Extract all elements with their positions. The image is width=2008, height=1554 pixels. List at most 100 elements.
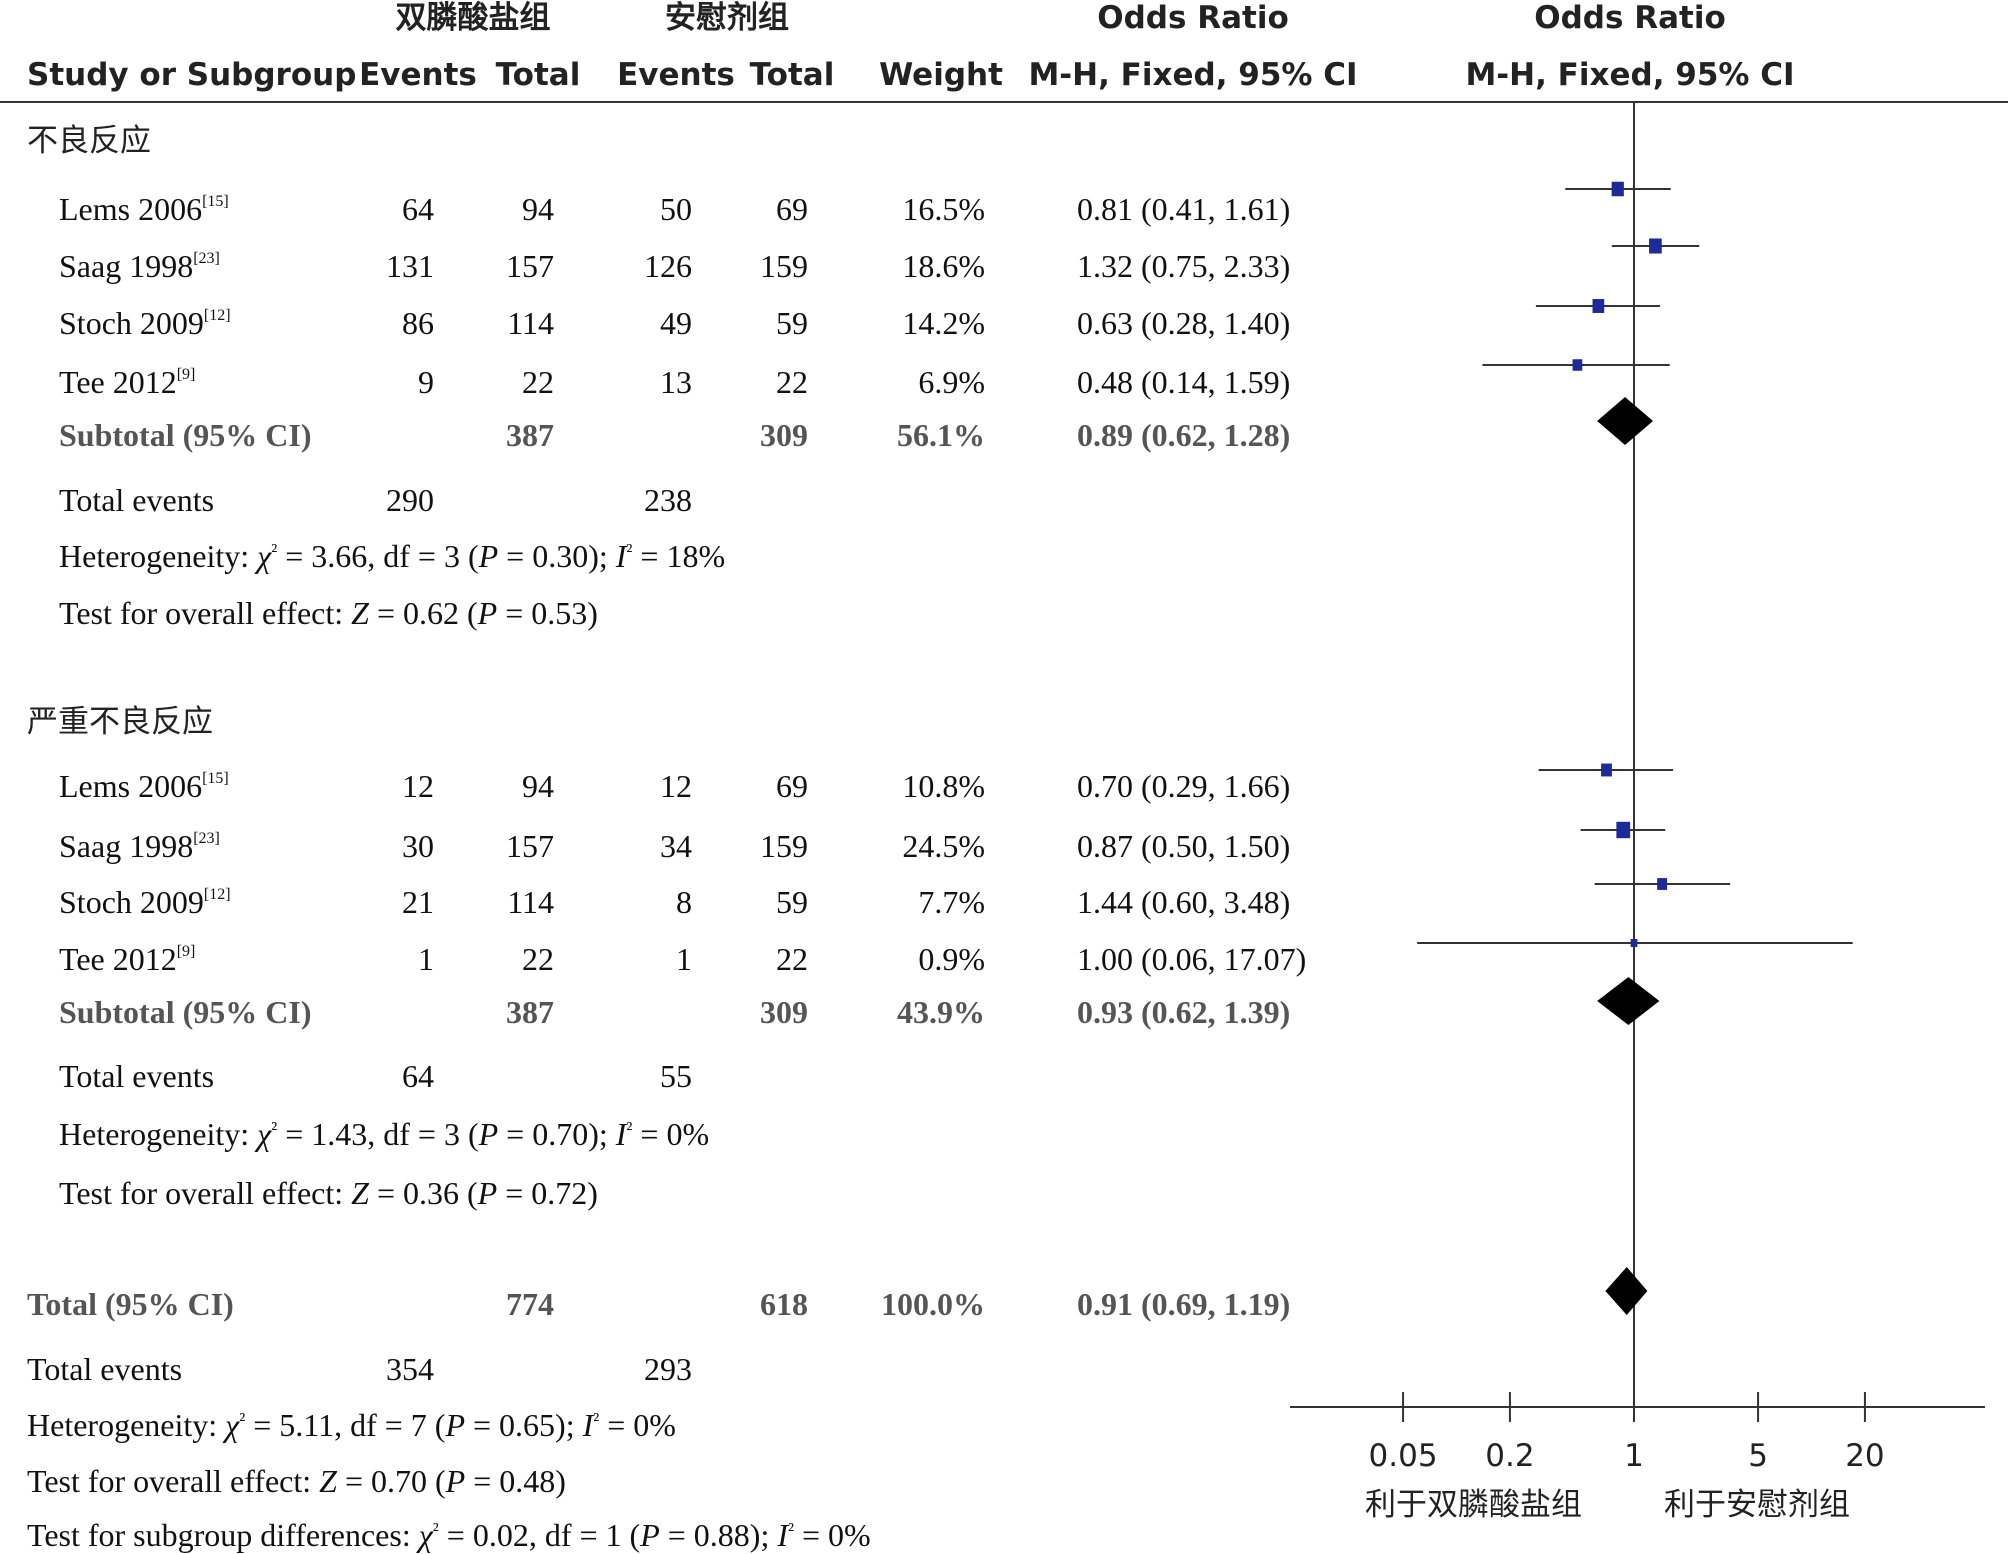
- total-events-label: Total events: [59, 482, 215, 518]
- odds-ratio-title-right: Odds Ratio: [1534, 0, 1726, 36]
- x-axis-tick-label: 5: [1748, 1438, 1768, 1474]
- study-row-label: Tee 2012[9]: [59, 366, 195, 398]
- study-name: Tee 2012: [59, 941, 177, 977]
- events1-cell: 64: [402, 191, 434, 227]
- total2-column-header: Total: [749, 57, 835, 93]
- weight-cell: 18.6%: [902, 248, 985, 284]
- total1-cell: 22: [522, 941, 554, 977]
- total2-cell: 22: [776, 941, 808, 977]
- i-value: = 0%: [632, 1116, 710, 1152]
- odds-ratio-ci-cell: 1.44 (0.60, 3.48): [1077, 884, 1291, 920]
- study-name: Lems 2006: [59, 191, 203, 227]
- x-axis-tick-label: 0.2: [1485, 1438, 1534, 1474]
- i-symbol: I: [582, 1407, 594, 1443]
- study-name: Saag 1998: [59, 828, 194, 864]
- p-symbol: P: [477, 595, 498, 631]
- total1-cell: 157: [506, 248, 554, 284]
- study-reference: [12]: [203, 307, 231, 324]
- chi-symbol: χ: [418, 1517, 433, 1553]
- total2-cell: 22: [776, 364, 808, 400]
- overall-effect-line-prefix: Test for overall effect:: [59, 1175, 352, 1211]
- chi-symbol: χ: [257, 1116, 272, 1152]
- odds-ratio-title-left: Odds Ratio: [1097, 0, 1289, 36]
- z-symbol: Z: [351, 1175, 369, 1211]
- chi-value: = 3.66, df = 3 (: [277, 538, 479, 574]
- squared-mark: ²: [432, 1519, 439, 1541]
- events2-cell: 49: [660, 305, 692, 341]
- subtotal-ci: 0.89 (0.62, 1.28): [1077, 417, 1291, 453]
- overall-effect-line: Test for overall effect: Z = 0.62 (P = 0…: [59, 597, 598, 629]
- total-events-group1: 64: [402, 1058, 434, 1094]
- weight-cell: 14.2%: [902, 305, 985, 341]
- total1-cell: 94: [522, 768, 554, 804]
- odds-ratio-ci-cell: 1.00 (0.06, 17.07): [1077, 941, 1307, 977]
- p-symbol: P: [478, 538, 499, 574]
- chi-symbol: χ: [257, 538, 272, 574]
- i-symbol: I: [615, 538, 627, 574]
- z-symbol: Z: [319, 1463, 337, 1499]
- weight-cell: 0.9%: [918, 941, 985, 977]
- total-events-group2: 55: [660, 1058, 692, 1094]
- odds-ratio-ci-cell: 1.32 (0.75, 2.33): [1077, 248, 1291, 284]
- events1-cell: 12: [402, 768, 434, 804]
- header-rule: [0, 101, 2008, 103]
- favours-left-label: 利于双膦酸盐组: [1365, 1487, 1582, 1523]
- study-point-marker: [1572, 359, 1583, 371]
- total-events-group1: 290: [386, 482, 434, 518]
- pooled-estimate-diamond: [1597, 977, 1660, 1025]
- heterogeneity-line: Heterogeneity: χ ² = 3.66, df = 3 (P = 0.…: [59, 540, 725, 572]
- events2-cell: 126: [644, 248, 692, 284]
- subgroup-differences-line: Test for subgroup differences: χ² = 0.02…: [27, 1519, 871, 1551]
- overall-effect-line-prefix: Test for overall effect:: [59, 595, 352, 631]
- p-value: = 0.65);: [464, 1407, 583, 1443]
- overall-heterogeneity-line: Heterogeneity: χ² = 5.11, df = 7 (P = 0.…: [27, 1409, 676, 1441]
- study-point-marker: [1657, 878, 1668, 890]
- overall-effect-line-prefix: Test for overall effect:: [27, 1463, 320, 1499]
- subtotal-total1: 387: [506, 417, 554, 453]
- overall-effect-line: Test for overall effect: Z = 0.70 (P = 0…: [27, 1465, 566, 1497]
- odds-ratio-ci-cell: 0.87 (0.50, 1.50): [1077, 828, 1291, 864]
- odds-ratio-ci-cell: 0.70 (0.29, 1.66): [1077, 768, 1291, 804]
- group2-header: 安慰剂组: [665, 0, 789, 36]
- subtotal-total2: 309: [760, 417, 808, 453]
- squared-mark: ²: [626, 540, 633, 562]
- z-value: = 0.36 (: [368, 1175, 478, 1211]
- favours-right-label: 利于安慰剂组: [1664, 1487, 1850, 1523]
- events1-cell: 86: [402, 305, 434, 341]
- total-events-label: Total events: [27, 1351, 183, 1387]
- total-total2: 618: [760, 1286, 808, 1322]
- p-symbol: P: [478, 1116, 499, 1152]
- subtotal-label: Subtotal (95% CI): [59, 417, 312, 453]
- study-row-label: Stoch 2009[12]: [59, 886, 231, 918]
- total2-cell: 159: [760, 248, 808, 284]
- total2-cell: 59: [776, 305, 808, 341]
- x-axis-tick-label: 1: [1624, 1438, 1644, 1474]
- study-point-marker: [1630, 939, 1638, 947]
- overall-effect-line: Test for overall effect: Z = 0.36 (P = 0…: [59, 1177, 598, 1209]
- events2-cell: 1: [676, 941, 692, 977]
- study-point-marker: [1611, 181, 1624, 197]
- total-events-group1: 354: [386, 1351, 434, 1387]
- group1-header: 双膦酸盐组: [395, 0, 551, 36]
- p-symbol: P: [445, 1407, 465, 1443]
- subtotal-weight: 56.1%: [897, 417, 985, 453]
- study-point-marker: [1616, 821, 1631, 839]
- study-point-marker: [1649, 238, 1662, 254]
- weight-column-header: Weight: [879, 57, 1003, 93]
- total-weight: 100.0%: [881, 1286, 985, 1322]
- squared-mark: ²: [788, 1519, 794, 1541]
- p-value: = 0.30);: [498, 538, 616, 574]
- subgroup-title: 不良反应: [27, 123, 151, 159]
- heterogeneity-line-prefix: Heterogeneity:: [59, 538, 258, 574]
- overall-heterogeneity-line-prefix: Heterogeneity:: [27, 1407, 226, 1443]
- x-axis-tick-label: 20: [1845, 1438, 1884, 1474]
- p-value: = 0.88);: [659, 1517, 778, 1553]
- total1-cell: 114: [507, 884, 554, 920]
- study-name: Stoch 2009: [59, 884, 204, 920]
- p-value: = 0.72): [497, 1175, 598, 1211]
- x-axis-tick-label: 0.05: [1369, 1438, 1438, 1474]
- total1-cell: 94: [522, 191, 554, 227]
- pooled-estimate-diamond: [1597, 397, 1654, 445]
